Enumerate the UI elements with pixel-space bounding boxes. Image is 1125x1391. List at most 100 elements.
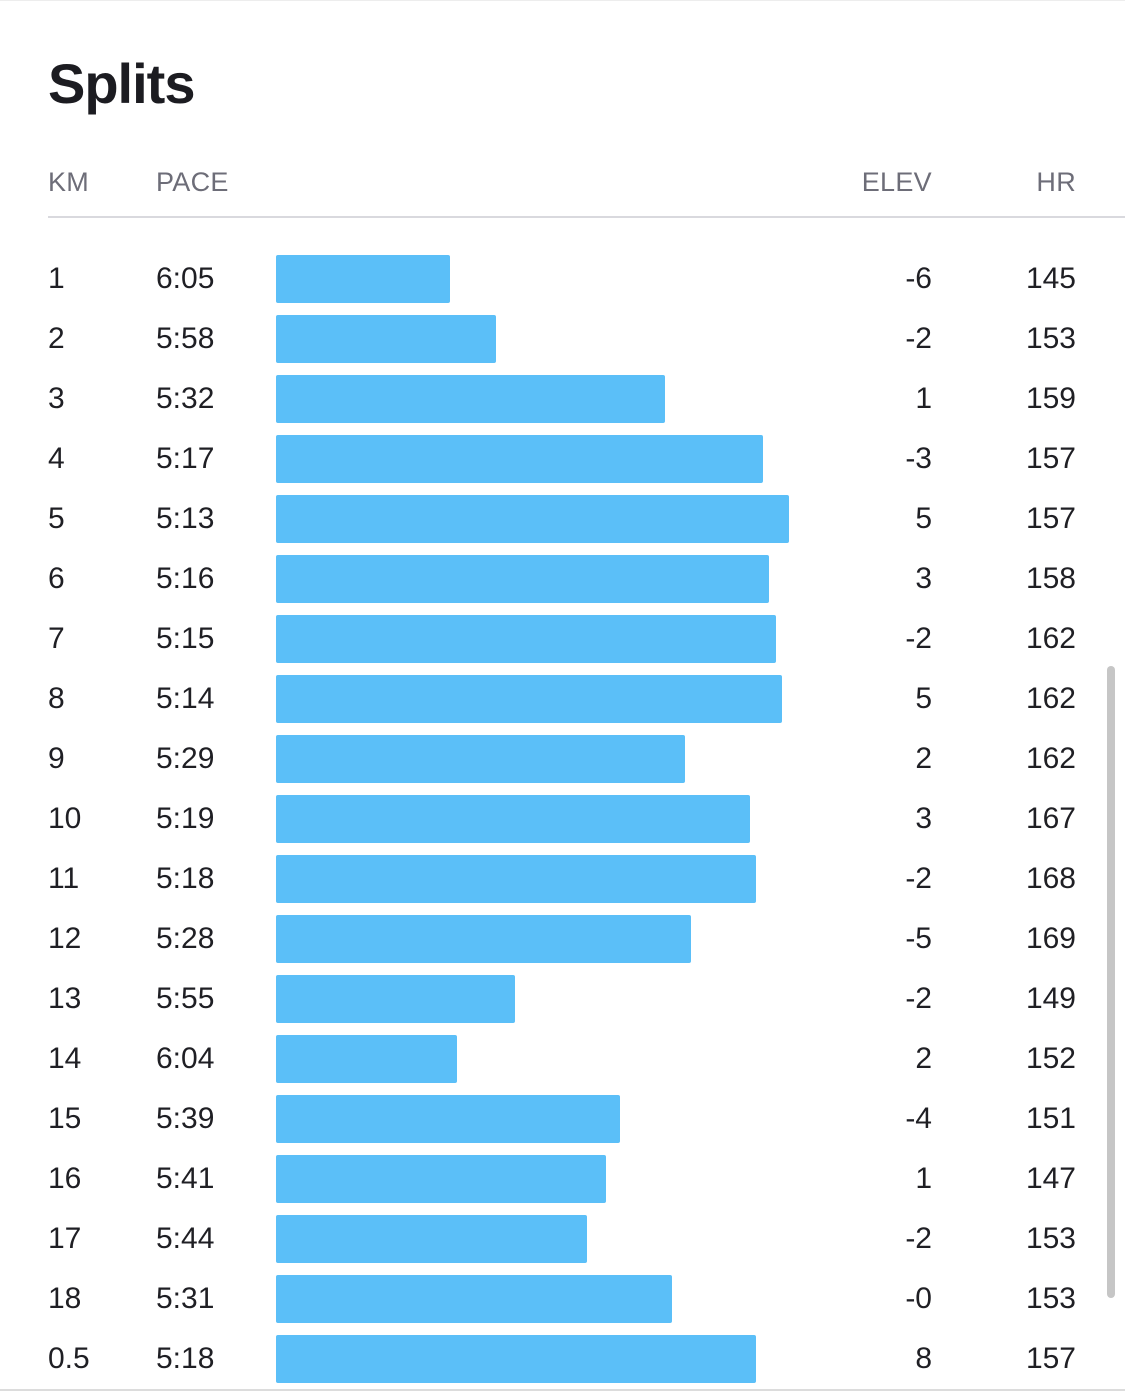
split-row: 4 5:17 -3 157 [0,429,1125,489]
split-hr: 153 [1025,322,1076,355]
split-km: 10 [48,802,82,835]
split-elev: -2 [905,982,932,1015]
pace-bar [276,855,756,903]
split-pace: 5:29 [156,742,215,775]
split-hr: 151 [1025,1102,1076,1135]
split-km: 3 [48,382,65,415]
pace-bar [276,255,450,303]
split-elev: -2 [905,862,932,895]
split-hr: 145 [1025,262,1076,295]
split-hr: 169 [1025,922,1076,955]
split-hr: 159 [1025,382,1076,415]
split-pace: 5:18 [156,862,215,895]
split-km: 6 [48,562,65,595]
split-hr: 157 [1025,502,1076,535]
split-hr: 147 [1025,1162,1076,1195]
split-row: 17 5:44 -2 153 [0,1209,1125,1269]
split-row: 8 5:14 5 162 [0,669,1125,729]
split-row: 5 5:13 5 157 [0,489,1125,549]
pace-bar [276,375,665,423]
split-pace: 5:58 [156,322,215,355]
split-hr: 168 [1025,862,1076,895]
pace-bar [276,1335,756,1383]
split-elev: 1 [915,382,932,415]
split-row: 0.5 5:18 8 157 [0,1329,1125,1389]
split-km: 1 [48,262,65,295]
split-km: 16 [48,1162,82,1195]
split-elev: 5 [915,502,932,535]
split-pace: 5:44 [156,1222,215,1255]
split-elev: 2 [915,1042,932,1075]
split-elev: -3 [905,442,932,475]
split-hr: 162 [1025,622,1076,655]
page-title: Splits [48,52,195,115]
split-pace: 5:14 [156,682,215,715]
split-elev: -5 [905,922,932,955]
split-row: 9 5:29 2 162 [0,729,1125,789]
scrollbar[interactable] [1107,666,1115,1298]
split-row: 2 5:58 -2 153 [0,309,1125,369]
split-pace: 6:05 [156,262,215,295]
split-elev: 5 [915,682,932,715]
pace-bar [276,315,496,363]
split-pace: 5:39 [156,1102,215,1135]
split-hr: 158 [1025,562,1076,595]
split-pace: 5:28 [156,922,215,955]
pace-bar [276,1095,620,1143]
split-row: 18 5:31 -0 153 [0,1269,1125,1329]
split-pace: 5:32 [156,382,215,415]
split-elev: -6 [905,262,932,295]
split-km: 15 [48,1102,82,1135]
split-pace: 5:17 [156,442,215,475]
splits-table: 1 6:05 -6 145 2 5:58 -2 153 3 5:32 1 159 4 5:17 -3 157 5… [0,249,1125,1389]
split-hr: 157 [1025,1342,1076,1375]
column-header-elev: ELEV [861,167,932,197]
split-elev: 3 [915,562,932,595]
split-row: 3 5:32 1 159 [0,369,1125,429]
split-elev: -0 [905,1282,932,1315]
pace-bar [276,915,691,963]
split-km: 18 [48,1282,82,1315]
split-km: 13 [48,982,82,1015]
pace-bar [276,1215,587,1263]
split-pace: 5:41 [156,1162,215,1195]
split-elev: -2 [905,322,932,355]
split-km: 14 [48,1042,82,1075]
pace-bar [276,495,789,543]
split-hr: 149 [1025,982,1076,1015]
split-row: 10 5:19 3 167 [0,789,1125,849]
splits-table-header: KM PACE ELEV HR [0,160,1125,204]
split-row: 11 5:18 -2 168 [0,849,1125,909]
split-hr: 162 [1025,682,1076,715]
split-pace: 5:13 [156,502,215,535]
pace-bar [276,795,750,843]
split-elev: 3 [915,802,932,835]
split-hr: 152 [1025,1042,1076,1075]
pace-bar [276,615,776,663]
split-elev: -2 [905,1222,932,1255]
split-pace: 5:19 [156,802,215,835]
split-elev: 2 [915,742,932,775]
split-km: 7 [48,622,65,655]
split-pace: 5:55 [156,982,215,1015]
pace-bar [276,1275,672,1323]
split-row: 1 6:05 -6 145 [0,249,1125,309]
split-pace: 5:31 [156,1282,215,1315]
split-km: 2 [48,322,65,355]
split-pace: 5:15 [156,622,215,655]
split-row: 14 6:04 2 152 [0,1029,1125,1089]
split-km: 4 [48,442,65,475]
column-header-km: KM [48,167,90,197]
split-km: 12 [48,922,82,955]
split-elev: -4 [905,1102,932,1135]
header-divider [48,216,1125,218]
split-pace: 6:04 [156,1042,215,1075]
bottom-border [0,1389,1125,1391]
split-hr: 157 [1025,442,1076,475]
split-row: 16 5:41 1 147 [0,1149,1125,1209]
pace-bar [276,675,782,723]
split-hr: 153 [1025,1222,1076,1255]
split-row: 13 5:55 -2 149 [0,969,1125,1029]
split-row: 12 5:28 -5 169 [0,909,1125,969]
pace-bar [276,1035,457,1083]
